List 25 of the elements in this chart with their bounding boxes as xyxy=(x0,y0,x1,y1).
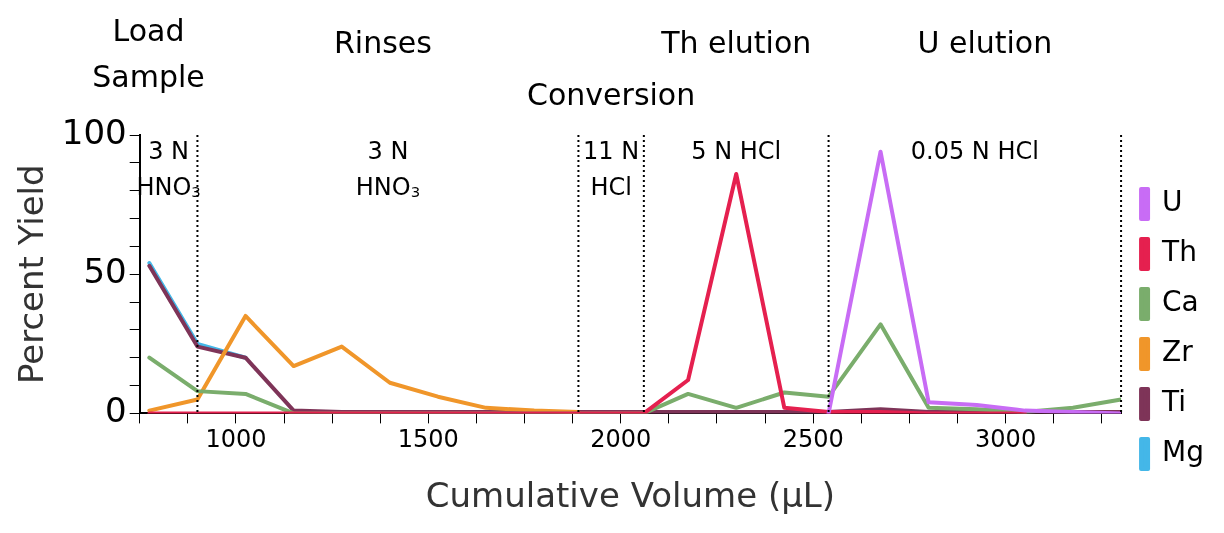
legend-label: Mg xyxy=(1162,435,1205,469)
annotation: 3 N HNO3 xyxy=(355,137,421,202)
legend-label: Th xyxy=(1161,235,1197,269)
y-tick-label: 0 xyxy=(105,390,127,431)
x-tick-label: 3000 xyxy=(975,425,1037,454)
x-axis-title: Cumulative Volume (µL) xyxy=(425,475,835,516)
x-tick-label: 2500 xyxy=(782,425,844,454)
y-axis-title: Percent Yield xyxy=(11,164,52,385)
x-tick-label: 1500 xyxy=(397,425,459,454)
x-tick-label: 1000 xyxy=(205,425,267,454)
y-tick-label: 100 xyxy=(61,111,127,152)
annotation: 5 N HCl xyxy=(691,137,782,166)
legend-label: Ca xyxy=(1162,285,1199,319)
text: Conversion xyxy=(527,77,696,112)
annotation: 11 N HCl xyxy=(583,137,640,202)
text: Th elution xyxy=(660,25,812,60)
legend-label: Ti xyxy=(1161,385,1187,419)
legend-label: U xyxy=(1162,185,1183,219)
x-tick-label: 2000 xyxy=(590,425,652,454)
annotation: 0.05 N HCl xyxy=(910,137,1039,166)
legend-label: Zr xyxy=(1162,335,1194,369)
text: Load Sample xyxy=(92,13,205,94)
text: U elution xyxy=(917,25,1053,60)
text: Rinses xyxy=(333,25,432,60)
y-tick-label: 50 xyxy=(83,251,127,292)
